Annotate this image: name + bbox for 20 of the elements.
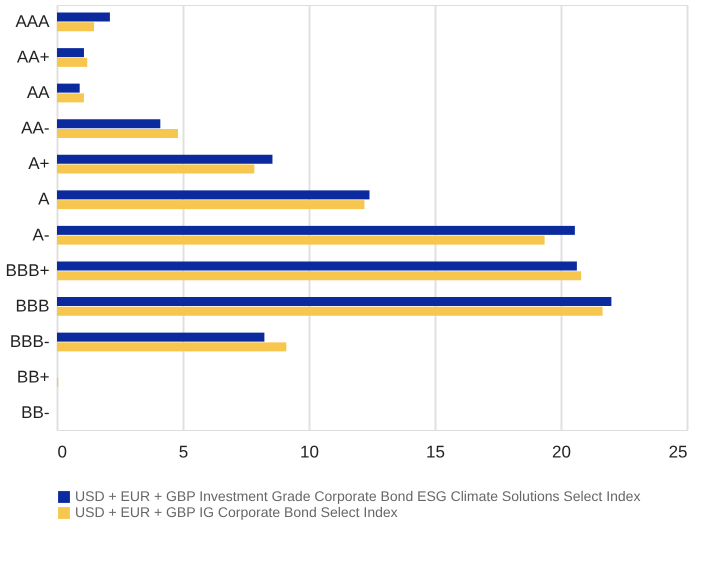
x-tick-label: 10 <box>300 442 319 462</box>
y-tick-label: A+ <box>28 154 50 174</box>
x-tick-label: 15 <box>426 442 445 462</box>
y-tick-label: BB- <box>21 403 50 422</box>
y-tick-label: AA- <box>21 118 50 138</box>
x-tick-label: 5 <box>178 442 188 462</box>
y-tick-label: BBB <box>15 296 50 316</box>
legend-label: USD + EUR + GBP Investment Grade Corporate Bond ESG Climate Solutions Select Index <box>75 488 640 504</box>
legend-label: USD + EUR + GBP IG Corporate Bond Select Index <box>75 504 398 520</box>
y-tick-label: AAA <box>15 12 50 31</box>
x-tick-label: 25 <box>668 442 688 462</box>
y-tick-label: A- <box>32 225 50 244</box>
y-tick-label: AA <box>26 83 50 102</box>
y-tick-label: BB+ <box>16 368 50 387</box>
x-tick-label: 0 <box>58 442 67 462</box>
y-tick-label: A <box>38 190 50 209</box>
y-tick-label: AA+ <box>16 47 50 66</box>
y-tick-label: BBB- <box>10 332 50 351</box>
x-tick-label: 20 <box>552 442 571 462</box>
y-tick-label: BBB+ <box>6 260 50 280</box>
